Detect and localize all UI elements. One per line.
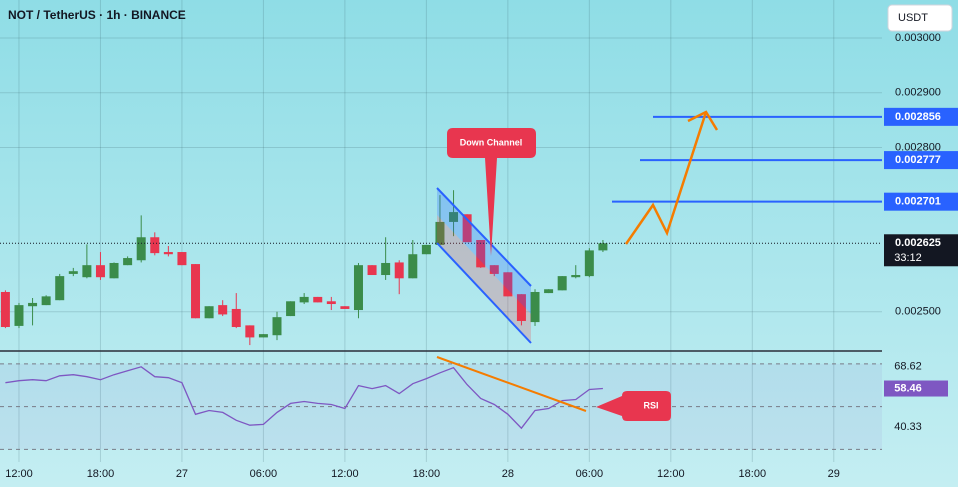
rsi-line (5, 366, 603, 430)
candle-body (584, 250, 594, 277)
y-tick-label: 0.002900 (895, 87, 941, 99)
candle-body (14, 305, 24, 326)
candle-body (299, 296, 309, 303)
plot-layer (0, 0, 882, 462)
candle-body (394, 262, 404, 279)
y-tick-label: 68.62 (894, 361, 922, 373)
candle-body (598, 243, 608, 251)
projection-path (624, 111, 708, 245)
candle-body (544, 289, 554, 294)
currency-label[interactable]: USDT (898, 12, 928, 24)
candle-body (367, 265, 377, 276)
candle-body (231, 308, 241, 328)
candle-body (571, 275, 581, 278)
candle-body (82, 265, 92, 278)
y-tick-label: 40.33 (894, 421, 922, 433)
annotation: Down Channel (460, 137, 523, 147)
candle-body (476, 239, 486, 268)
candle-body (163, 252, 173, 255)
candle-body (258, 334, 268, 338)
candle-body (408, 254, 418, 279)
chart-title: NOT / TetherUS · 1h · BINANCE (8, 8, 186, 22)
candle-body (55, 276, 65, 301)
callout (447, 128, 536, 256)
x-tick-label: 06:00 (250, 468, 278, 480)
candle-body (286, 301, 296, 317)
rsi-value-label: 58.46 (894, 382, 922, 394)
level-label: 0.002777 (895, 154, 941, 166)
x-tick-label: 27 (176, 468, 188, 480)
candle-body (41, 296, 51, 306)
last-price-label: 0.002625 (895, 237, 941, 249)
channel-upper (437, 188, 531, 314)
candle-body (28, 302, 38, 307)
candle-body (557, 276, 567, 291)
x-tick-label: 29 (828, 468, 840, 480)
last-price-bg (884, 234, 958, 267)
projection-arrow (687, 110, 719, 131)
x-tick-label: 06:00 (576, 468, 604, 480)
x-tick-label: 12:00 (657, 468, 685, 480)
rsi-value-bg (884, 380, 948, 397)
candle-body (516, 294, 526, 321)
candle-body (123, 258, 133, 266)
channel-line (436, 242, 532, 344)
candle-body (136, 237, 146, 261)
candle-body (95, 265, 105, 278)
level-label-bg (884, 107, 958, 126)
candle-body (340, 306, 350, 309)
candle-body (109, 262, 119, 279)
level-label-bg (884, 192, 958, 211)
level-label: 0.002701 (895, 196, 941, 208)
x-tick-label: 18:00 (739, 468, 767, 480)
candle-body (218, 305, 228, 315)
x-tick-label: 28 (502, 468, 514, 480)
y-tick-label: 0.003000 (895, 32, 941, 44)
candle-body (489, 265, 499, 274)
candle-body (530, 291, 540, 323)
channel-lower (437, 215, 531, 343)
level-label-bg (884, 151, 958, 170)
candle-body (421, 244, 431, 255)
candle-body (313, 296, 323, 303)
level-label: 0.002856 (895, 111, 941, 123)
callout (596, 391, 671, 421)
candle-body (435, 221, 445, 245)
candle-body (353, 265, 363, 311)
candle-body (503, 272, 513, 297)
candle-body (0, 291, 10, 328)
candle-body (462, 214, 472, 243)
x-tick-label: 18:00 (413, 468, 441, 480)
currency-button[interactable] (887, 4, 953, 32)
rsi-trend-line (436, 356, 587, 412)
y-tick-label: 0.002500 (895, 306, 941, 318)
x-tick-label: 12:00 (5, 468, 33, 480)
candle-body (68, 271, 78, 274)
countdown: 33:12 (894, 252, 922, 264)
candle-body (381, 262, 391, 276)
candle-body (204, 306, 214, 319)
x-tick-label: 12:00 (331, 468, 359, 480)
candle-body (326, 301, 336, 305)
candle-body (272, 317, 282, 336)
candle-body (245, 325, 255, 338)
channel-line (436, 187, 532, 287)
candle-body (177, 252, 187, 266)
y-tick-label: 0.002800 (895, 141, 941, 153)
candle-body (150, 237, 160, 254)
candle-body (449, 212, 459, 222)
candle-body (191, 264, 201, 319)
annotation: RSI (643, 400, 658, 410)
x-tick-label: 18:00 (87, 468, 115, 480)
